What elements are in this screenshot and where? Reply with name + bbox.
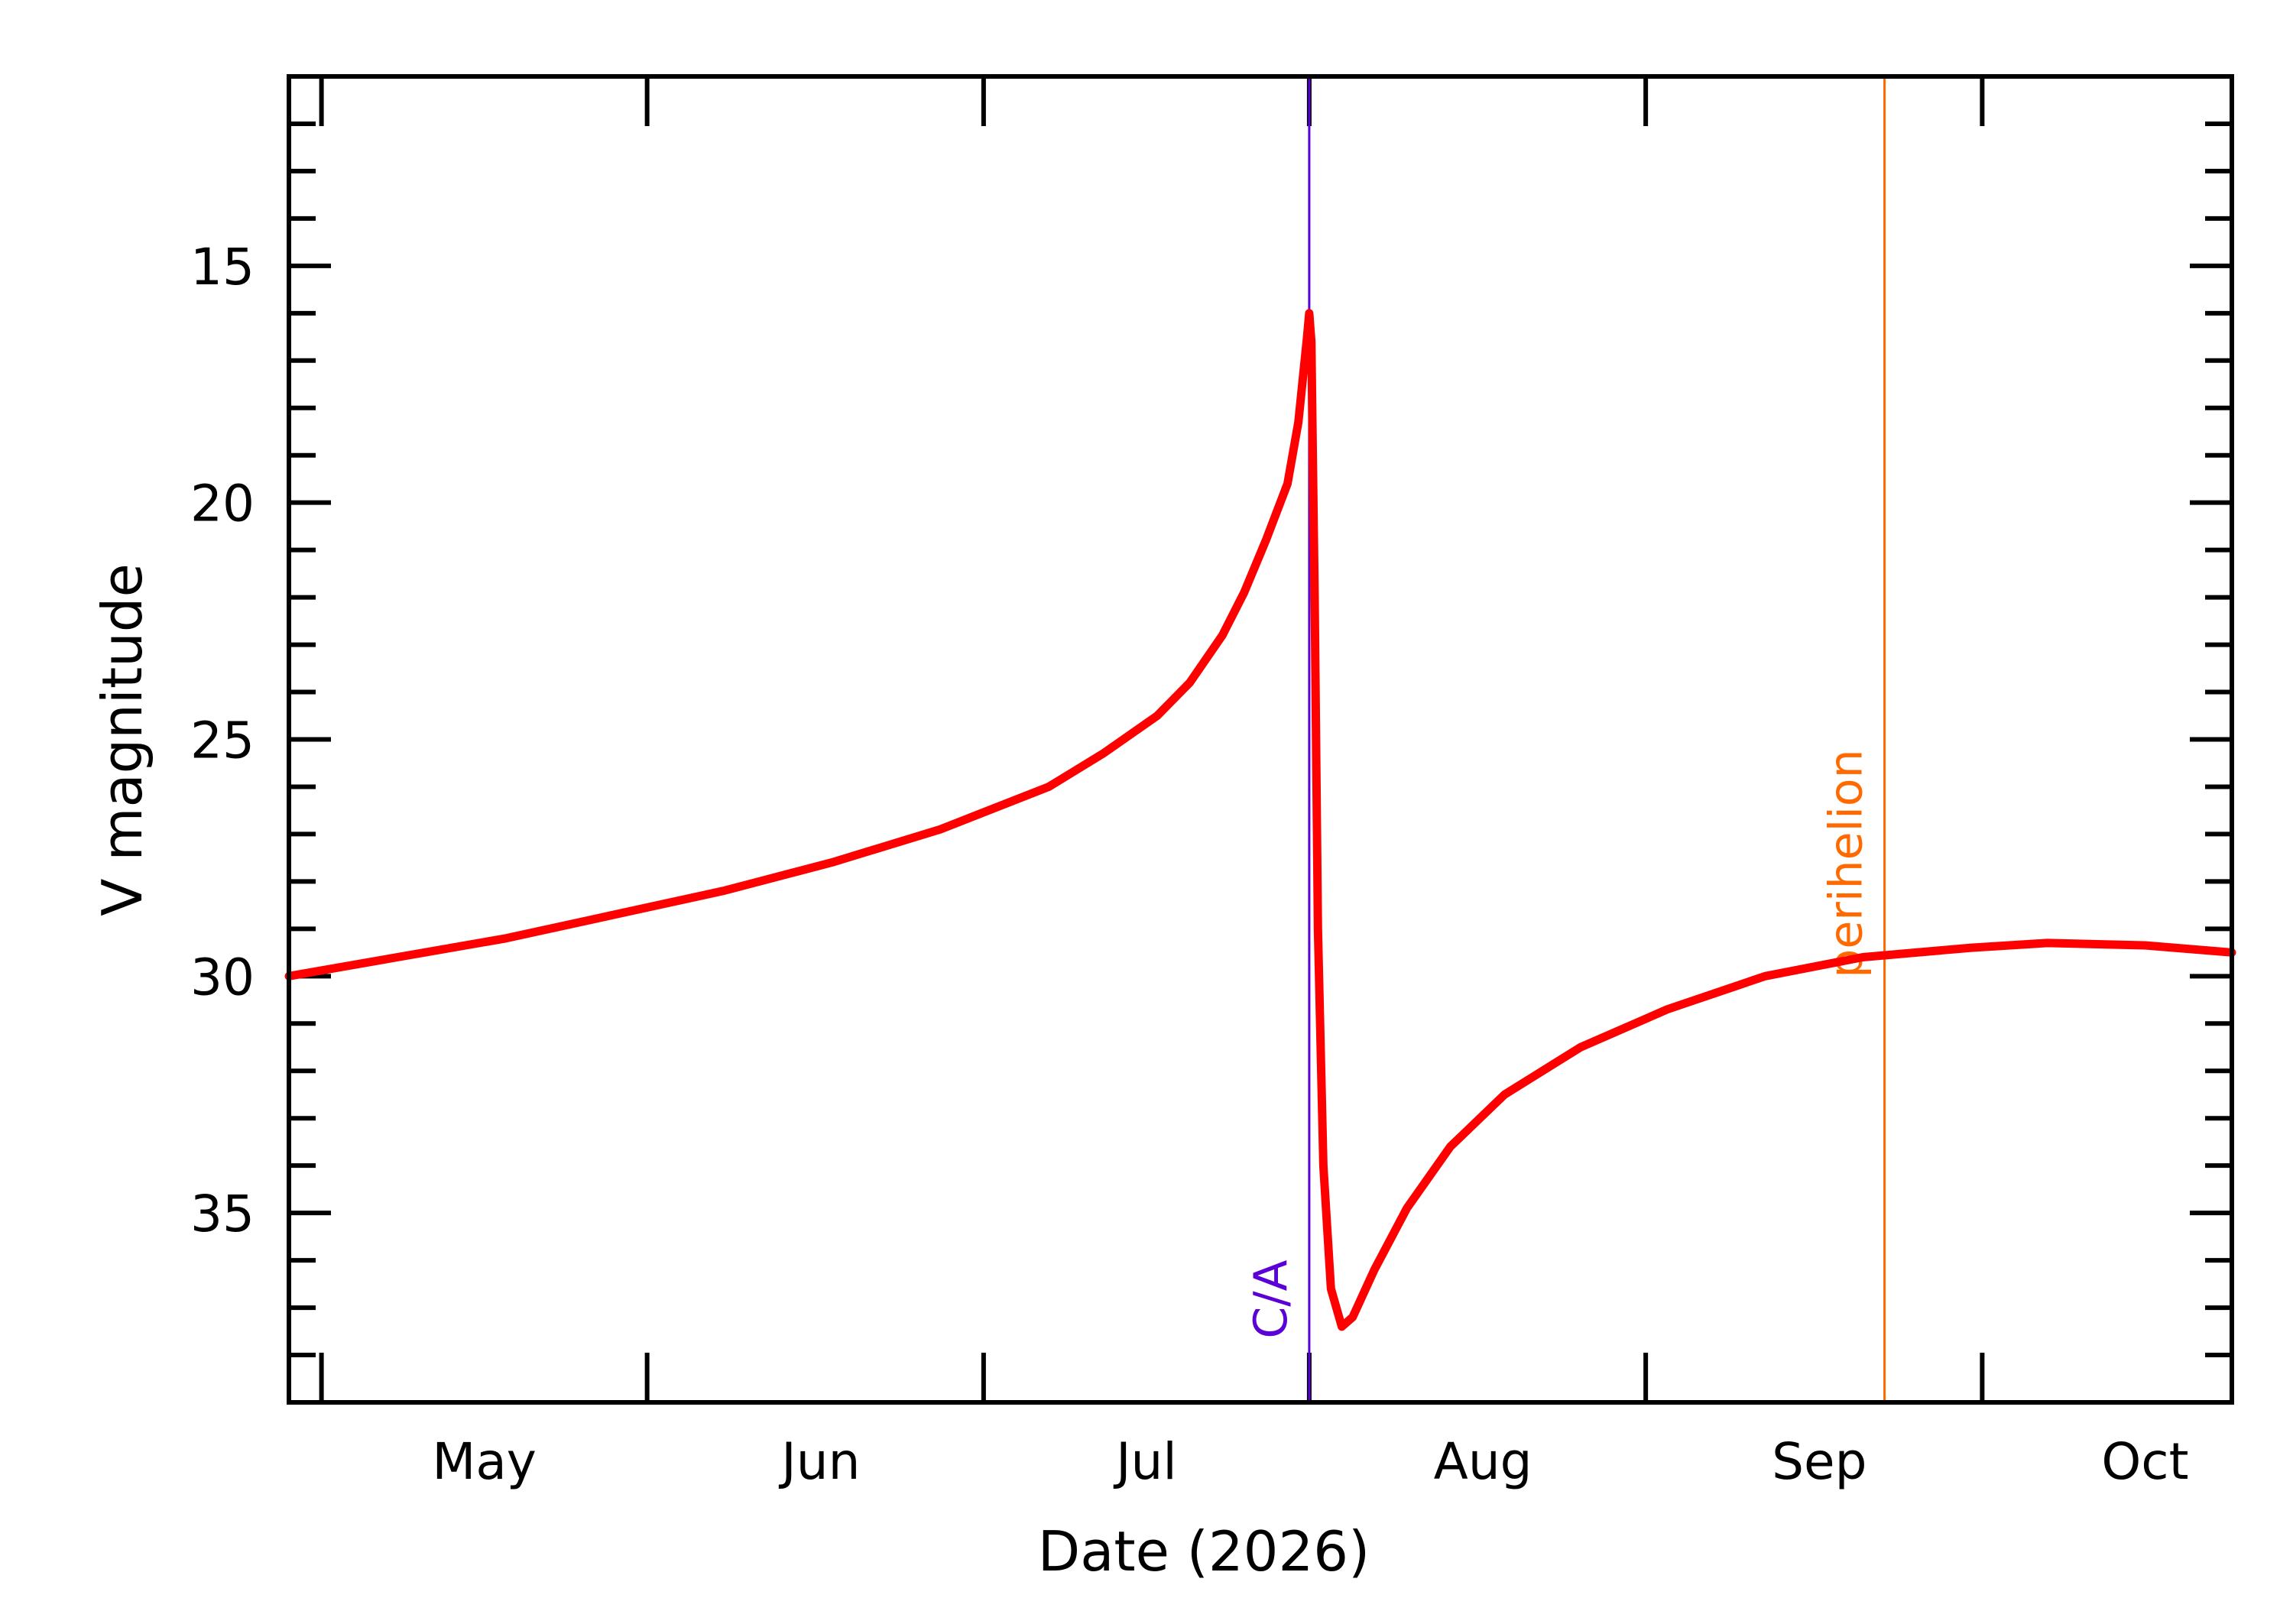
y-tick-label: 20 xyxy=(190,475,255,533)
event-markers: C/A perihelion xyxy=(1244,76,1886,1402)
y-axis-title: V magnitude xyxy=(90,563,154,916)
event-marker-label: C/A xyxy=(1244,1259,1298,1338)
major-ticks xyxy=(289,76,2232,1402)
y-tick-label: 35 xyxy=(190,1185,255,1243)
series-layer xyxy=(284,309,2236,1331)
x-tick-label: Sep xyxy=(1772,1432,1867,1491)
x-tick-label: Jul xyxy=(1113,1432,1177,1491)
y-tick-label: 30 xyxy=(190,948,255,1006)
x-tick-label: Oct xyxy=(2101,1432,2188,1491)
event-marker-label: perihelion xyxy=(1820,749,1873,977)
y-tick-label: 15 xyxy=(190,238,255,297)
y-tick-labels: 15 20 25 30 35 xyxy=(190,238,255,1243)
plot-frame xyxy=(287,74,2234,1405)
x-tick-label: Jun xyxy=(778,1432,860,1491)
series-line xyxy=(284,309,2236,1331)
y-tick-label: 25 xyxy=(190,712,255,770)
y-minor-ticks xyxy=(289,74,2232,1405)
x-tick-labels: May Jun Jul Aug Sep Oct xyxy=(432,1432,2188,1491)
x-tick-label: Aug xyxy=(1434,1432,1532,1491)
x-axis-title: Date (2026) xyxy=(1038,1519,1370,1583)
x-tick-label: May xyxy=(432,1432,536,1491)
